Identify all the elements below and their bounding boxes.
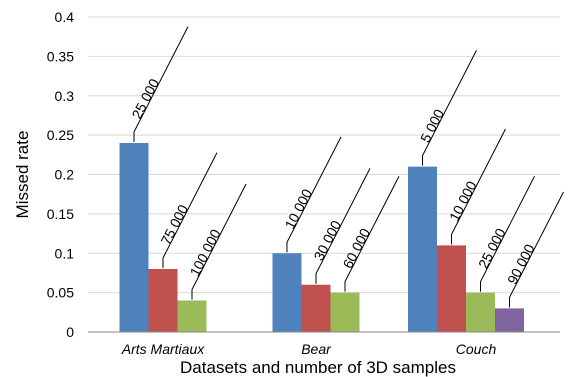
data-label: 90 000	[504, 241, 538, 287]
gridlines	[88, 16, 560, 294]
data-label: 25 000	[128, 76, 162, 122]
leader-line	[480, 175, 535, 292]
bar	[495, 308, 524, 332]
leader-line	[286, 136, 342, 253]
bar	[437, 245, 466, 332]
data-label: 30 000	[310, 218, 344, 264]
y-axis-ticks: 0 0.05 0.1 0.15 0.2 0.25 0.3 0.35 0.4	[47, 9, 74, 340]
leader-line	[451, 128, 506, 245]
leader-line	[162, 152, 218, 268]
bars	[119, 143, 524, 332]
bar	[301, 284, 331, 332]
leader-line	[133, 26, 189, 142]
data-label: 100 000	[186, 226, 223, 279]
y-tick-label: 0.35	[47, 48, 74, 64]
bar	[272, 253, 302, 332]
leader-line	[509, 191, 564, 308]
data-label: 10 000	[281, 186, 315, 232]
bar	[408, 166, 437, 332]
data-label-leaders	[133, 26, 564, 308]
bar	[119, 143, 149, 332]
data-label: 60 000	[339, 225, 373, 271]
bar	[330, 292, 360, 332]
data-label: 75 000	[157, 202, 191, 248]
leader-line	[315, 168, 371, 284]
y-tick-label: 0.1	[55, 245, 75, 261]
y-tick-label: 0.4	[55, 9, 75, 25]
y-tick-label: 0.25	[47, 127, 74, 143]
y-tick-label: 0	[66, 324, 74, 340]
bar	[177, 300, 207, 332]
y-tick-label: 0.2	[55, 167, 75, 183]
bar	[148, 269, 178, 332]
leader-line	[191, 183, 247, 300]
data-label: 25 000	[475, 225, 509, 271]
x-axis-title: Datasets and number of 3D samples	[180, 358, 456, 377]
y-tick-label: 0.3	[55, 88, 75, 104]
leader-line	[422, 49, 477, 166]
y-axis-title: Missed rate	[13, 131, 32, 219]
category-label: Arts Martiaux	[121, 341, 205, 357]
category-label: Couch	[456, 341, 497, 357]
bar	[466, 292, 495, 332]
category-labels: Arts Martiaux Bear Couch	[121, 341, 497, 357]
y-tick-label: 0.15	[47, 206, 74, 222]
data-label: 10 000	[446, 178, 480, 224]
y-tick-label: 0.05	[47, 285, 74, 301]
leader-line	[344, 175, 400, 292]
data-label: 5 000	[417, 106, 447, 145]
category-label: Bear	[301, 341, 332, 357]
